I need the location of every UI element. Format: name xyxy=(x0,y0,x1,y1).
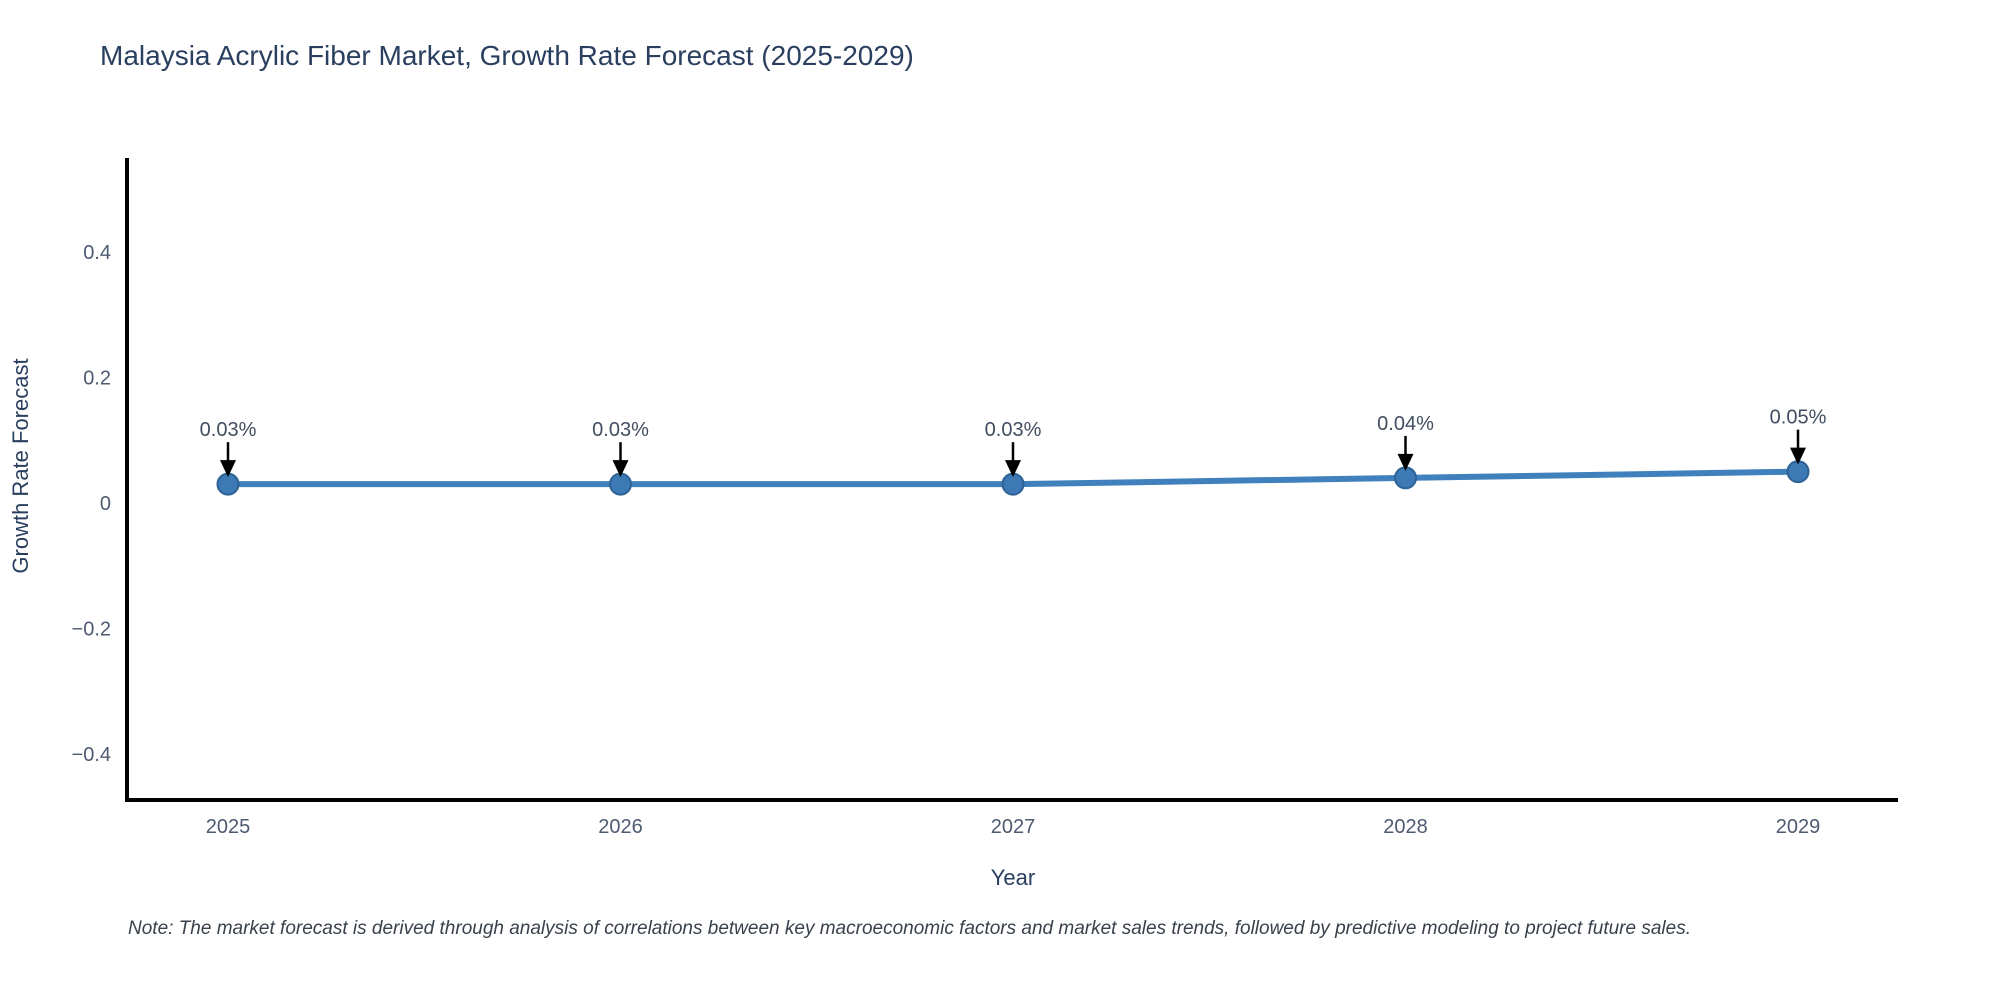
x-tick-label: 2029 xyxy=(1776,816,1821,838)
x-tick-label: 2026 xyxy=(598,816,643,838)
x-axis-title: Year xyxy=(991,865,1035,890)
x-tick-label: 2028 xyxy=(1383,816,1428,838)
y-tick-label: −0.2 xyxy=(72,619,111,641)
y-tick-label: 0.2 xyxy=(83,368,111,390)
annotation-arrow-head xyxy=(612,460,629,478)
data-point-label: 0.03% xyxy=(592,419,649,441)
data-point-label: 0.05% xyxy=(1770,407,1827,429)
data-point-label: 0.04% xyxy=(1377,413,1434,435)
annotation-arrow-head xyxy=(1397,453,1414,471)
x-tick-label: 2025 xyxy=(206,816,251,838)
y-tick-label: −0.4 xyxy=(72,744,111,766)
chart-title: Malaysia Acrylic Fiber Market, Growth Ra… xyxy=(100,40,914,71)
annotation-arrow-head xyxy=(220,460,236,478)
y-axis-title: Growth Rate Forecast xyxy=(8,358,33,573)
annotation-arrow-head xyxy=(1790,447,1806,465)
data-point-label: 0.03% xyxy=(985,419,1042,441)
y-tick-label: 0.4 xyxy=(83,242,111,264)
axis-lines xyxy=(125,158,1898,802)
y-tick-label: 0 xyxy=(100,493,111,515)
data-point-label: 0.03% xyxy=(200,419,257,441)
annotation-arrow-head xyxy=(1005,460,1021,478)
x-tick-label: 2027 xyxy=(991,816,1036,838)
footnote: Note: The market forecast is derived thr… xyxy=(128,918,1691,939)
